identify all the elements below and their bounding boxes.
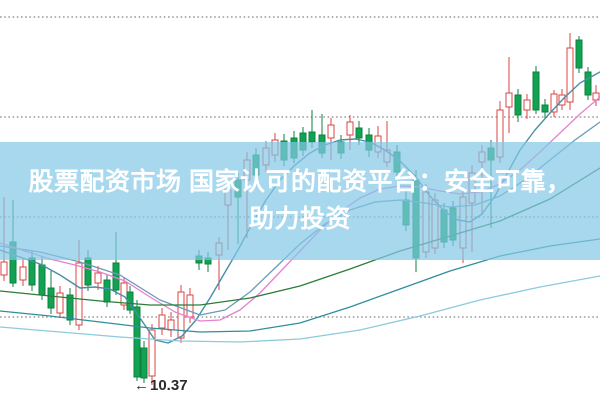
candle-body (0, 261, 8, 276)
candle-body (186, 294, 194, 318)
candle-body (575, 39, 583, 69)
candle-body (541, 104, 549, 113)
low-price-annotation: ←10.37 (134, 377, 188, 394)
candle-body (75, 262, 83, 326)
candle-body (550, 93, 558, 113)
candle-body (38, 264, 46, 296)
candle (66, 288, 74, 325)
candle (541, 99, 549, 118)
candle-body (133, 306, 141, 378)
headline-overlay: 股票配资市场 国家认可的配资平台：安全可靠， 助力投资 (0, 142, 600, 260)
candle (523, 94, 531, 119)
candle-body (584, 71, 592, 96)
candle-body (47, 287, 55, 309)
candle (584, 67, 592, 100)
candle-body (66, 294, 74, 321)
candle-body (19, 266, 27, 281)
candle (56, 286, 64, 318)
candle (532, 66, 540, 114)
candle (47, 271, 55, 314)
candle (505, 57, 513, 133)
candle-body (566, 47, 574, 103)
arrow-left-icon: ← (134, 377, 149, 394)
candle-body (523, 99, 531, 111)
candle-body (120, 282, 128, 306)
candle-body (327, 124, 335, 139)
ma-cyan (0, 275, 600, 343)
candle (140, 341, 148, 383)
candle-body (148, 329, 156, 377)
candle-body (505, 92, 513, 108)
candle (167, 312, 175, 337)
candle-body (140, 347, 148, 379)
candle-body (103, 279, 111, 303)
candle-body (532, 71, 540, 111)
candle-body (84, 257, 92, 286)
price-label: 10.37 (150, 377, 188, 394)
candle (575, 36, 583, 73)
candle-body (56, 292, 64, 314)
candle-body (514, 94, 522, 116)
candle-body (94, 272, 102, 284)
candle-body (346, 121, 354, 136)
candle (514, 89, 522, 122)
candle (133, 300, 141, 381)
candle-body (167, 319, 175, 331)
candle (355, 121, 363, 145)
headline-line2: 助力投资 (248, 205, 351, 233)
candle (148, 324, 156, 385)
candle (158, 308, 166, 335)
headline-line1: 股票配资市场 国家认可的配资平台：安全可靠， (28, 168, 572, 196)
candle (550, 90, 558, 117)
candle (19, 258, 27, 286)
candle-body (308, 131, 316, 143)
candle (94, 266, 102, 290)
candle-body (158, 314, 166, 329)
candle (566, 33, 574, 110)
candle-body (355, 127, 363, 139)
